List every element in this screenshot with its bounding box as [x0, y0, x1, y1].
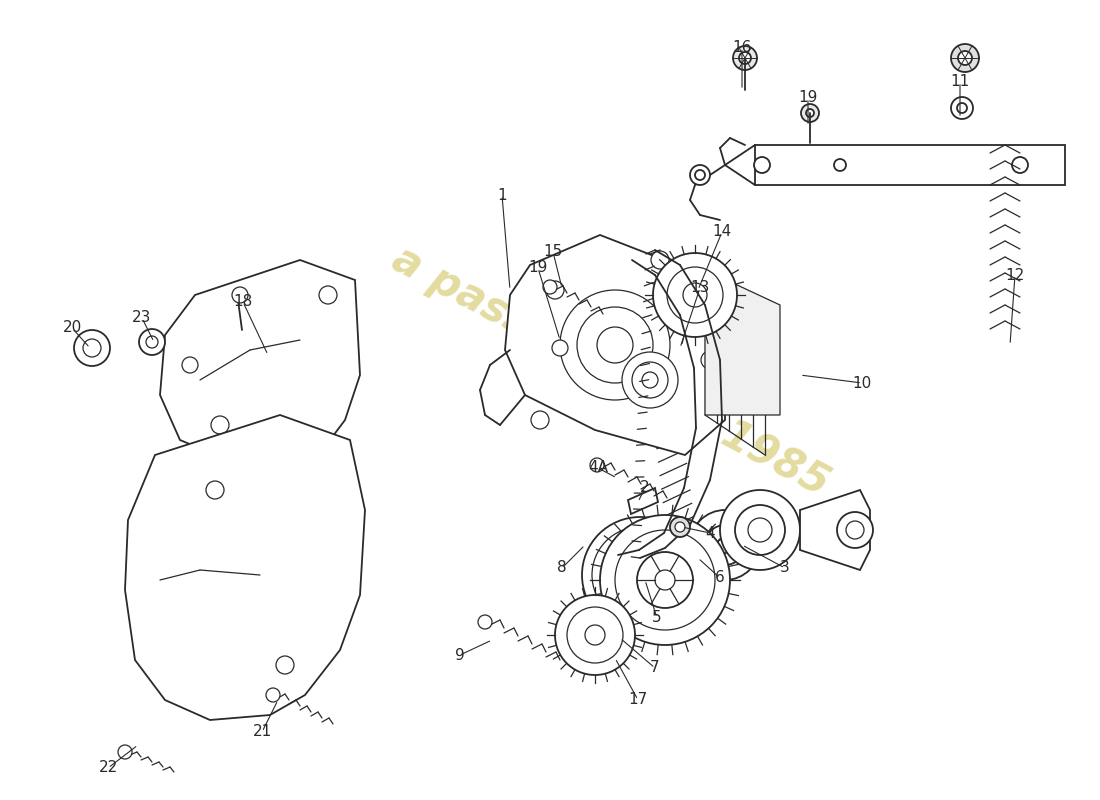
Text: 8: 8	[558, 561, 566, 575]
Circle shape	[182, 357, 198, 373]
Circle shape	[667, 267, 723, 323]
Circle shape	[806, 109, 814, 117]
Circle shape	[651, 251, 669, 269]
Circle shape	[701, 351, 719, 369]
Text: 11: 11	[950, 74, 969, 90]
Circle shape	[585, 625, 605, 645]
Circle shape	[754, 157, 770, 173]
Circle shape	[801, 104, 820, 122]
Text: 5: 5	[652, 610, 662, 626]
Circle shape	[592, 527, 688, 623]
Text: a passion since 1985: a passion since 1985	[385, 238, 836, 505]
Circle shape	[578, 307, 653, 383]
Text: 16: 16	[733, 41, 751, 55]
Text: 18: 18	[233, 294, 253, 310]
Circle shape	[211, 416, 229, 434]
Circle shape	[675, 522, 685, 532]
Circle shape	[637, 552, 693, 608]
Circle shape	[552, 340, 568, 356]
Text: 9: 9	[455, 647, 465, 662]
Circle shape	[597, 327, 632, 363]
Circle shape	[582, 517, 698, 633]
Text: 4: 4	[705, 526, 715, 541]
Text: 4A: 4A	[588, 461, 608, 475]
Circle shape	[546, 281, 564, 299]
Circle shape	[266, 688, 280, 702]
Text: 20: 20	[63, 321, 81, 335]
Circle shape	[276, 656, 294, 674]
Circle shape	[566, 607, 623, 663]
Circle shape	[654, 570, 675, 590]
Circle shape	[590, 458, 604, 472]
Circle shape	[642, 372, 658, 388]
Circle shape	[319, 286, 337, 304]
Circle shape	[957, 103, 967, 113]
Circle shape	[600, 515, 730, 645]
Circle shape	[834, 159, 846, 171]
Text: 19: 19	[799, 90, 817, 106]
Circle shape	[146, 336, 158, 348]
Circle shape	[952, 44, 979, 72]
Circle shape	[739, 52, 751, 64]
Circle shape	[531, 411, 549, 429]
Text: 1: 1	[497, 187, 507, 202]
Circle shape	[705, 525, 745, 565]
Circle shape	[1012, 157, 1028, 173]
Circle shape	[958, 51, 972, 65]
Circle shape	[683, 283, 707, 307]
Circle shape	[733, 46, 757, 70]
Circle shape	[560, 290, 670, 400]
Circle shape	[720, 490, 800, 570]
Circle shape	[74, 330, 110, 366]
Polygon shape	[628, 488, 658, 514]
Text: 7: 7	[650, 661, 660, 675]
Circle shape	[478, 615, 492, 629]
Circle shape	[139, 329, 165, 355]
Circle shape	[118, 745, 132, 759]
Text: 2: 2	[640, 481, 650, 495]
Text: 22: 22	[98, 761, 118, 775]
Text: 10: 10	[852, 375, 871, 390]
Circle shape	[206, 481, 224, 499]
Text: 21: 21	[252, 725, 272, 739]
Circle shape	[543, 280, 557, 294]
Text: 12: 12	[1005, 267, 1024, 282]
Polygon shape	[160, 260, 360, 465]
Circle shape	[632, 362, 668, 398]
Text: 15: 15	[543, 245, 562, 259]
Circle shape	[846, 521, 864, 539]
Circle shape	[670, 517, 690, 537]
Circle shape	[695, 170, 705, 180]
Circle shape	[82, 339, 101, 357]
Text: 13: 13	[691, 281, 710, 295]
Circle shape	[653, 253, 737, 337]
Circle shape	[952, 97, 974, 119]
Circle shape	[232, 287, 248, 303]
Polygon shape	[125, 415, 365, 720]
Polygon shape	[800, 490, 870, 570]
Text: 6: 6	[715, 570, 725, 586]
Circle shape	[690, 165, 710, 185]
Circle shape	[690, 510, 760, 580]
Polygon shape	[505, 235, 725, 455]
Text: 3: 3	[780, 561, 790, 575]
Polygon shape	[755, 145, 1065, 185]
Text: 19: 19	[528, 261, 548, 275]
Polygon shape	[705, 270, 780, 415]
Text: 14: 14	[713, 225, 732, 239]
Circle shape	[837, 512, 873, 548]
Circle shape	[556, 595, 635, 675]
Circle shape	[621, 352, 678, 408]
Circle shape	[615, 530, 715, 630]
Circle shape	[748, 518, 772, 542]
Text: 23: 23	[132, 310, 152, 326]
Text: 17: 17	[628, 693, 648, 707]
Circle shape	[735, 505, 785, 555]
Circle shape	[717, 537, 733, 553]
